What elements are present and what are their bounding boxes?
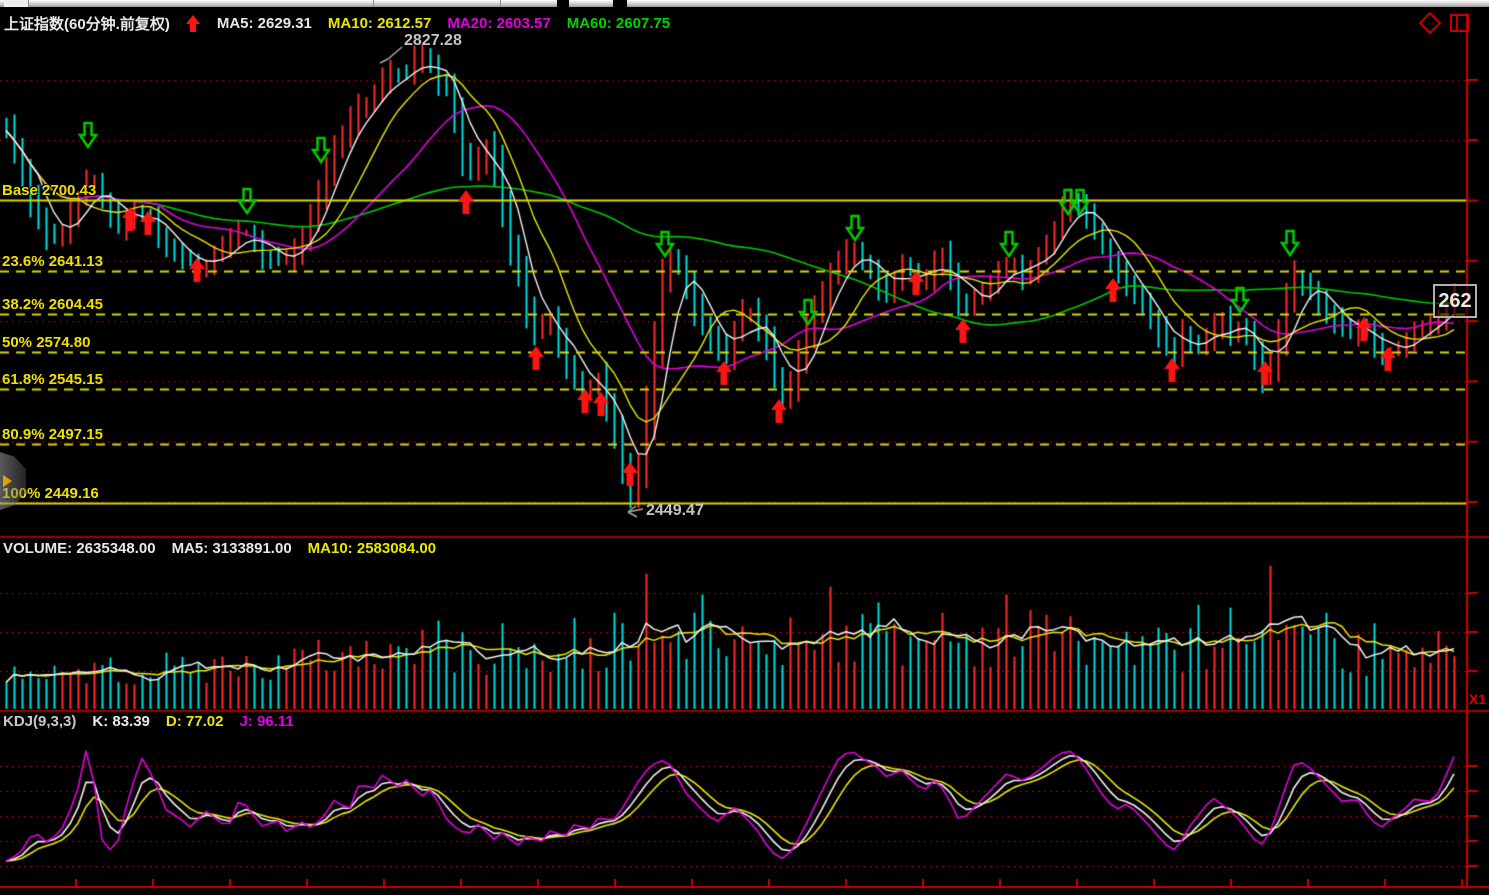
fib-label: 50% 2574.80 [2, 334, 91, 351]
toolbar-segment [4, 0, 29, 7]
ma60-value: MA60: 2607.75 [566, 15, 671, 32]
toolbar-divider [500, 0, 501, 7]
fib-label: 38.2% 2604.45 [2, 296, 103, 313]
trough-price-annotation: 2449.47 [646, 502, 704, 519]
fib-label: 61.8% 2545.15 [2, 371, 103, 388]
diamond-icon[interactable] [1418, 11, 1442, 35]
axis-scale-badge: X1 [1469, 691, 1487, 707]
fib-label: 80.9% 2497.15 [2, 426, 103, 443]
ma20-value: MA20: 2603.57 [447, 15, 551, 32]
peak-price-annotation: 2827.28 [404, 32, 462, 49]
fib-label: 23.6% 2641.13 [2, 253, 103, 270]
toolbar-divider [373, 0, 374, 7]
fib-label: 100% 2449.16 [2, 485, 99, 502]
volume-ma10-value: MA10: 2583084.00 [307, 540, 437, 557]
top-toolbar-edge [0, 0, 1489, 7]
volume-ma5-value: MA5: 3133891.00 [171, 540, 292, 557]
kdj-k-value: K: 83.39 [92, 713, 150, 730]
kdj-pane-header: KDJ(9,3,3) K: 83.39 D: 77.02 J: 96.11 [3, 713, 310, 730]
ma10-value: MA10: 2612.57 [327, 15, 432, 32]
kdj-j-value: J: 96.11 [239, 713, 294, 730]
volume-pane-header: VOLUME: 2635348.00 MA5: 3133891.00 MA10:… [3, 540, 452, 557]
toolbar-notch [557, 0, 569, 7]
price-pane-header: 上证指数(60分钟.前复权) MA5: 2629.31 MA10: 2612.5… [4, 13, 686, 34]
ma5-value: MA5: 2629.31 [216, 15, 312, 32]
fib-label: Base 2700.43 [2, 182, 97, 199]
instrument-title: 上证指数(60分钟.前复权) [4, 16, 170, 33]
kdj-title: KDJ(9,3,3) [3, 713, 77, 730]
split-window-icon[interactable] [1450, 14, 1469, 32]
current-price-tag: 262 [1433, 284, 1477, 318]
pane-window-controls [1418, 11, 1469, 35]
toolbar-notch [613, 0, 627, 7]
volume-value: VOLUME: 2635348.00 [3, 540, 156, 557]
up-arrow-icon [185, 15, 201, 32]
kdj-d-value: D: 77.02 [165, 713, 224, 730]
